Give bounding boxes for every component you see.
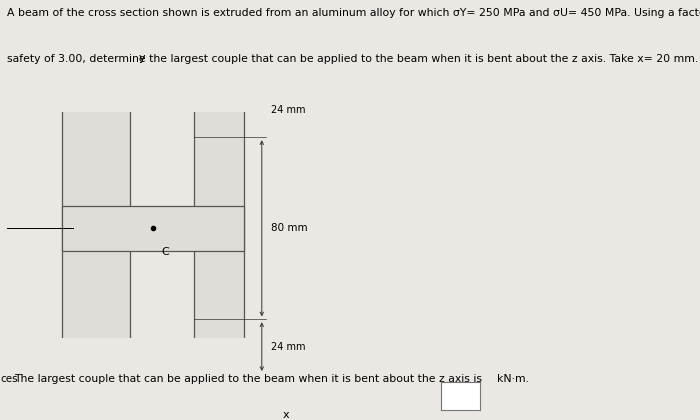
Text: safety of 3.00, determine the largest couple that can be applied to the beam whe: safety of 3.00, determine the largest co… bbox=[7, 54, 699, 64]
Text: 24 mm: 24 mm bbox=[271, 105, 305, 115]
Text: A beam of the cross section shown is extruded from an aluminum alloy for which σ: A beam of the cross section shown is ext… bbox=[7, 8, 700, 18]
Text: C: C bbox=[162, 247, 169, 257]
Text: y: y bbox=[139, 53, 146, 63]
Text: 80 mm: 80 mm bbox=[271, 223, 307, 234]
Text: 24 mm: 24 mm bbox=[271, 341, 305, 352]
Text: The largest couple that can be applied to the beam when it is bent about the z a: The largest couple that can be applied t… bbox=[14, 374, 482, 384]
Bar bbox=[62, 83, 130, 374]
Bar bbox=[193, 83, 244, 374]
Text: ces: ces bbox=[0, 374, 18, 384]
Bar bbox=[62, 205, 244, 251]
Text: x: x bbox=[282, 410, 289, 420]
Text: kN·m.: kN·m. bbox=[497, 374, 529, 384]
